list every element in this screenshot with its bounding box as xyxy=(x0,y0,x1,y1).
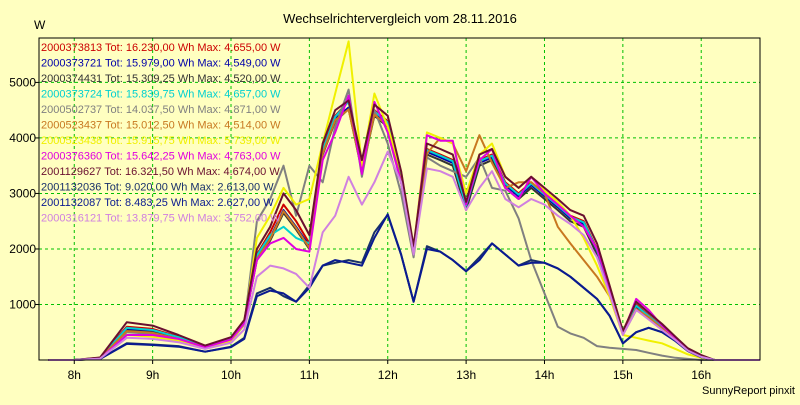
y-tick-label: 5000 xyxy=(9,75,36,89)
legend-entry: 2000316121 Tot: 13.879,75 Wh Max: 3.752,… xyxy=(41,213,281,225)
y-tick-label: 2000 xyxy=(9,242,36,256)
series-line-11 xyxy=(48,213,760,361)
y-axis-label: W xyxy=(34,18,46,32)
legend-entry: 2000373724 Tot: 15.839,75 Wh Max: 4.657,… xyxy=(41,89,281,101)
series-line-9 xyxy=(48,99,760,361)
x-tick-label: 11h xyxy=(300,368,319,382)
legend-entry: 2000373721 Tot: 15.979,00 Wh Max: 4.549,… xyxy=(41,58,281,70)
x-tick-label: 15h xyxy=(613,368,633,382)
plot-background xyxy=(39,38,760,360)
x-tick-label: 16h xyxy=(691,368,711,382)
legend-entry: 2000502737 Tot: 14.037,50 Wh Max: 4.871,… xyxy=(41,104,281,116)
plot-area xyxy=(39,38,760,360)
y-tick-label: 1000 xyxy=(9,297,36,311)
series-line-12 xyxy=(48,150,760,361)
chart-title: Wechselrichtervergleich vom 28.11.2016 xyxy=(283,11,517,26)
x-tick-label: 13h xyxy=(456,368,476,382)
axes: 1000 2000 3000 4000 5000 8h 9h 10h 11h 12h 13h 14h 1… xyxy=(9,37,761,382)
legend-entry: 2000376360 Tot: 15.642,25 Wh Max: 4.763,… xyxy=(41,151,281,163)
series-lines xyxy=(48,40,760,361)
x-tick-label: 12h xyxy=(378,368,398,382)
legend-entry: 2000373813 Tot: 16.230,00 Wh Max: 4.655,… xyxy=(41,42,281,54)
legend-entry: 2001132036 Tot: 9.020,00 Wh Max: 2.613,0… xyxy=(41,182,274,194)
legend-entry: 2000374431 Tot: 15.309,25 Wh Max: 4.520,… xyxy=(41,73,281,85)
y-tick-label: 4000 xyxy=(9,131,36,145)
plot-frame xyxy=(38,37,761,361)
legend-entry: 2001132087 Tot: 8.483,25 Wh Max: 2.627,0… xyxy=(41,197,274,209)
footer-text: SunnyReport pinxit xyxy=(702,385,795,397)
x-tick-label: 8h xyxy=(68,368,81,382)
y-tick-label: 3000 xyxy=(9,186,36,200)
legend-entry: 2001129627 Tot: 16.321,50 Wh Max: 4.674,… xyxy=(41,166,280,178)
x-tick-label: 14h xyxy=(534,368,554,382)
grid xyxy=(39,38,760,360)
x-tick-label: 9h xyxy=(146,368,159,382)
legend-entry: 2000523437 Tot: 15.012,50 Wh Max: 4.514,… xyxy=(41,120,281,132)
legend-entry: 2000523438 Tot: 15.915,75 Wh Max: 5.739,… xyxy=(41,135,281,147)
series-line-8 xyxy=(48,94,760,361)
legend: 2000373813 Tot: 16.230,00 Wh Max: 4.655,… xyxy=(41,42,281,225)
x-tick-label: 10h xyxy=(221,368,241,382)
